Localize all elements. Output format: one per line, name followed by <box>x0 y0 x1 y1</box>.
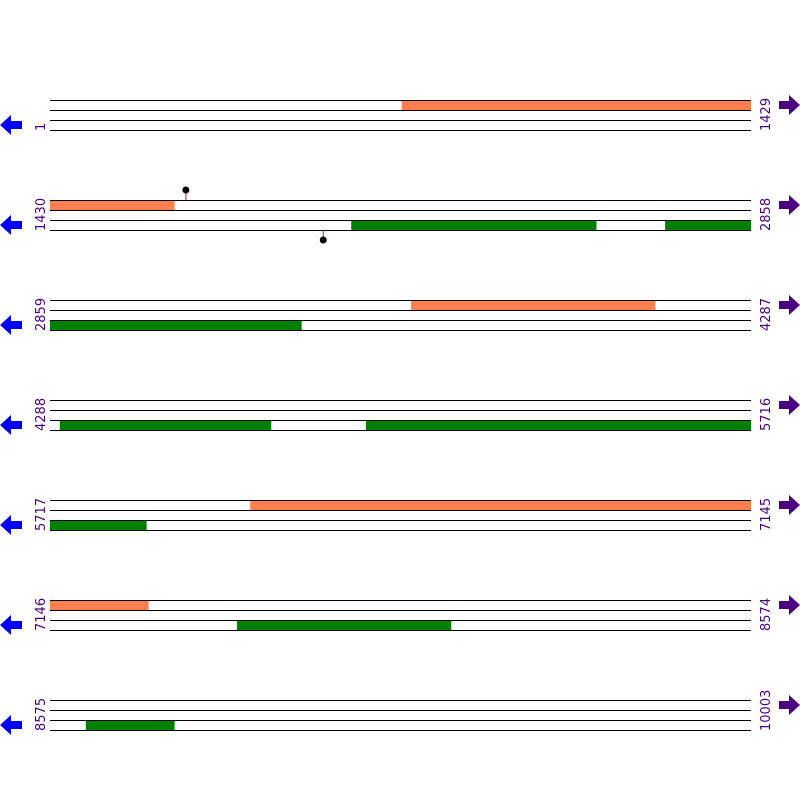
reverse-feature-bar <box>351 220 597 230</box>
left-arrow-icon <box>0 315 22 335</box>
forward-feature-bar <box>250 500 751 510</box>
row-start-label: 4288 <box>34 398 49 431</box>
row-end-label: 1429 <box>759 98 774 131</box>
row-start-label: 1 <box>34 123 49 131</box>
row-start-label: 8575 <box>34 698 49 731</box>
map-row: 2859 4287 <box>0 295 800 335</box>
row-start-label: 5717 <box>34 498 49 531</box>
left-arrow-icon <box>0 115 22 135</box>
map-row: 8575 10003 <box>0 690 800 735</box>
reverse-feature-bar <box>85 720 175 730</box>
forward-feature-bar <box>411 300 656 310</box>
right-arrow-icon <box>779 595 800 615</box>
reverse-feature-bar <box>365 420 751 430</box>
right-arrow-icon <box>779 495 800 515</box>
row-end-label: 10003 <box>759 690 774 731</box>
reverse-feature-bar <box>59 420 272 430</box>
marker-head-icon <box>182 186 190 194</box>
row-start-label: 7146 <box>34 598 49 631</box>
map-row: 7146 8574 <box>0 595 800 635</box>
left-arrow-icon <box>0 215 22 235</box>
row-end-label: 4287 <box>759 298 774 331</box>
reverse-feature-bar <box>50 520 147 530</box>
right-arrow-icon <box>779 395 800 415</box>
row-end-label: 2858 <box>759 198 774 231</box>
right-arrow-icon <box>779 695 800 715</box>
reverse-feature-bar <box>665 220 751 230</box>
reverse-feature-bar <box>236 620 452 630</box>
right-arrow-icon <box>779 95 800 115</box>
row-start-label: 1430 <box>34 198 49 231</box>
marker-head-icon <box>319 236 327 244</box>
map-row: 5717 7145 <box>0 495 800 535</box>
row-end-label: 7145 <box>759 498 774 531</box>
right-arrow-icon <box>779 195 800 215</box>
map-row: 4288 5716 <box>0 395 800 435</box>
map-row: 1430 2858 <box>0 186 800 244</box>
row-end-label: 5716 <box>759 398 774 431</box>
left-arrow-icon <box>0 515 22 535</box>
right-arrow-icon <box>779 295 800 315</box>
forward-feature-bar <box>50 600 149 610</box>
reverse-feature-bar <box>50 320 302 330</box>
left-arrow-icon <box>0 715 22 735</box>
row-start-label: 2859 <box>34 298 49 331</box>
left-arrow-icon <box>0 415 22 435</box>
row-end-label: 8574 <box>759 598 774 631</box>
forward-feature-bar <box>401 100 751 110</box>
map-row: 1 1429 <box>0 95 800 135</box>
left-arrow-icon <box>0 615 22 635</box>
forward-feature-bar <box>50 200 175 210</box>
